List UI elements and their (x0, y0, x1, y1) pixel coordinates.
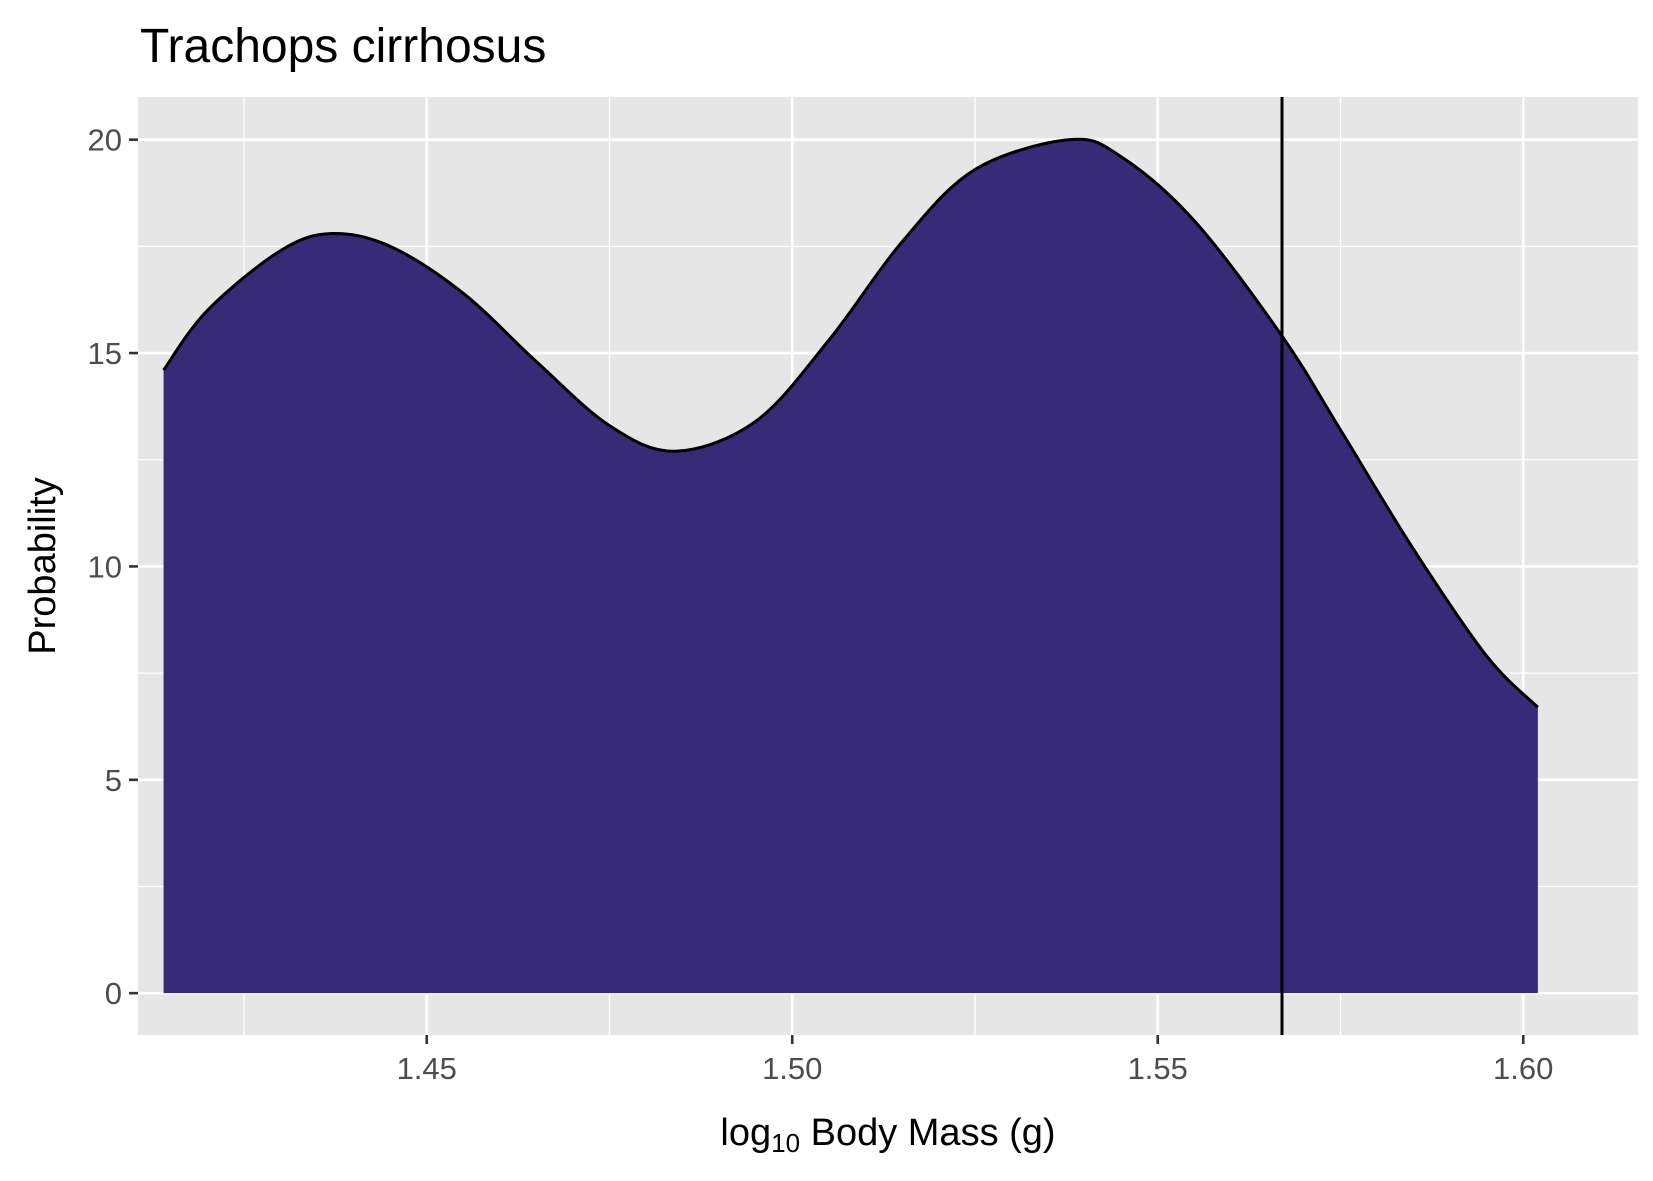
y-tick-label: 5 (105, 763, 122, 798)
y-axis-ticks: 0 5 10 15 20 (88, 123, 138, 1011)
x-axis-ticks: 1.45 1.50 1.55 1.60 (397, 1035, 1553, 1086)
x-axis-title-prefix: log (720, 1112, 771, 1154)
x-tick-label: 1.45 (397, 1051, 457, 1086)
density-curve (162, 137, 1539, 709)
x-axis-title-suffix: Body Mass (g) (800, 1112, 1056, 1154)
x-axis-title-subscript: 10 (771, 1128, 800, 1158)
y-tick-label: 0 (105, 976, 122, 1011)
y-tick-label: 10 (88, 549, 122, 584)
chart-title: Trachops cirrhosus (140, 20, 546, 73)
x-axis-title: log10 Body Mass (g) (720, 1112, 1055, 1158)
x-tick-label: 1.60 (1493, 1051, 1553, 1086)
x-tick-label: 1.55 (1128, 1051, 1188, 1086)
density-area (163, 139, 1538, 994)
y-axis-title: Probability (22, 477, 64, 654)
y-tick-label: 15 (88, 336, 122, 371)
x-tick-label: 1.50 (762, 1051, 822, 1086)
y-tick-label: 20 (88, 123, 122, 158)
